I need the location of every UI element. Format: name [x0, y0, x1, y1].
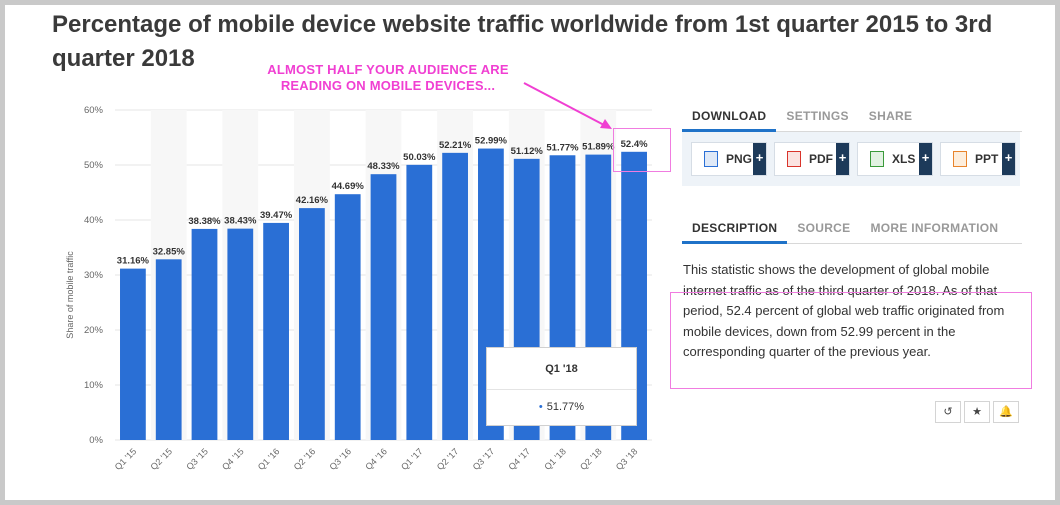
data-label: 52.21% — [439, 140, 472, 151]
history-icon[interactable]: ↺ — [935, 401, 961, 423]
y-tick-label: 40% — [84, 215, 104, 226]
download-pdf-button[interactable]: PDF + — [774, 142, 850, 176]
bar-chart: 31.16%32.85% 38.38% 38.43%39.47%42.16%44.6… — [65, 105, 652, 472]
x-tick-label: Q4 '17 — [506, 446, 532, 472]
annotation-line-1: ALMOST HALF YOUR AUDIENCE ARE — [267, 62, 509, 77]
x-tick-label: Q3 '15 — [184, 446, 210, 472]
plus-icon: + — [919, 143, 932, 175]
bar[interactable] — [191, 228, 218, 440]
y-tick-label: 10% — [84, 380, 104, 391]
x-tick-label: Q3 '16 — [327, 446, 353, 472]
x-tick-label: Q1 '16 — [256, 446, 282, 472]
x-tick-label: Q2 '17 — [435, 446, 461, 472]
bar[interactable] — [263, 222, 289, 440]
png-label: PNG — [726, 152, 753, 166]
tab-description[interactable]: DESCRIPTION — [682, 221, 788, 244]
spreadsheet-file-icon — [870, 151, 884, 167]
annotation-arrow — [523, 82, 612, 129]
download-xls-button[interactable]: XLS + — [857, 142, 933, 176]
y-tick-label: 0% — [89, 435, 103, 446]
tab-settings[interactable]: SETTINGS — [786, 109, 849, 123]
tab-share[interactable]: SHARE — [868, 109, 913, 123]
x-tick-label: Q3 '17 — [471, 446, 497, 472]
download-tab-bar: DOWNLOAD SETTINGS SHARE — [682, 109, 1022, 132]
download-ppt-button[interactable]: PPT + — [940, 142, 1016, 176]
presentation-file-icon — [953, 151, 967, 167]
pdf-file-icon — [787, 151, 801, 167]
x-tick-label: Q4 '16 — [363, 446, 389, 472]
x-tick-label: Q2 '16 — [292, 446, 318, 472]
y-tick-label: 50% — [84, 160, 104, 171]
tab-source[interactable]: SOURCE — [797, 221, 851, 235]
xls-label: XLS — [892, 152, 916, 166]
data-label: 50.03% — [403, 152, 436, 163]
info-tab-bar: DESCRIPTION SOURCE MORE INFORMATION — [682, 221, 1022, 244]
y-tick-label: 60% — [84, 105, 104, 116]
data-label: 39.47% — [260, 210, 293, 221]
pdf-label: PDF — [809, 152, 833, 166]
download-png-button[interactable]: PNG + — [691, 142, 767, 176]
x-tick-label: Q2 '18 — [578, 446, 604, 472]
data-label: 48.33% — [367, 161, 400, 172]
x-tick-label: Q4 '15 — [220, 446, 246, 472]
bar[interactable] — [334, 194, 361, 440]
tooltip-title: Q1 '18 — [487, 348, 636, 390]
x-tick-label: Q1 '18 — [542, 446, 568, 472]
x-tick-label: Q3 '18 — [614, 446, 640, 472]
data-label: 52.4% — [621, 139, 648, 150]
data-label: 31.16% — [117, 256, 150, 267]
data-label: 42.16% — [296, 195, 329, 206]
highlight-description — [670, 292, 1032, 389]
bar[interactable] — [370, 174, 397, 440]
data-label: 32.85% — [153, 246, 186, 257]
bar[interactable] — [120, 268, 146, 440]
bar[interactable] — [406, 164, 433, 440]
y-tick-label: 30% — [84, 270, 104, 281]
y-tick-label: 20% — [84, 325, 104, 336]
tooltip-value: 51.77% — [546, 401, 585, 413]
image-file-icon — [704, 151, 718, 167]
plus-icon: + — [753, 143, 766, 175]
x-tick-label: Q2 '15 — [148, 446, 174, 472]
plus-icon: + — [1002, 143, 1015, 175]
x-tick-label: Q1 '15 — [113, 446, 139, 472]
download-panel: PNG + PDF + XLS + PPT + — [682, 132, 1020, 186]
bell-icon[interactable]: 🔔 — [993, 401, 1019, 423]
data-label: 51.89% — [582, 142, 615, 153]
data-label: 38.43% — [224, 216, 257, 227]
star-icon[interactable]: ★ — [964, 401, 990, 423]
y-axis-label: Share of mobile traffic — [65, 251, 75, 339]
ppt-label: PPT — [975, 152, 999, 166]
annotation-callout: ALMOST HALF YOUR AUDIENCE ARE READING ON… — [248, 62, 528, 94]
data-label: 44.69% — [332, 181, 365, 192]
x-tick-label: Q1 '17 — [399, 446, 425, 472]
plus-icon: + — [836, 143, 849, 175]
highlight-latest-bar — [613, 128, 671, 172]
bar[interactable] — [442, 152, 468, 440]
bar[interactable] — [299, 208, 325, 440]
chart-tooltip: Q1 '18 • 51.77% — [486, 347, 637, 426]
data-label: 38.38% — [188, 216, 221, 227]
bar[interactable] — [227, 228, 254, 440]
bar[interactable] — [155, 259, 182, 440]
annotation-line-2: READING ON MOBILE DEVICES... — [280, 78, 496, 93]
series-dot-icon: • — [538, 401, 543, 413]
tab-more-information[interactable]: MORE INFORMATION — [870, 221, 999, 235]
data-label: 51.12% — [511, 146, 544, 157]
tooltip-row: • 51.77% — [487, 390, 636, 424]
page-title: Percentage of mobile device website traf… — [52, 11, 993, 72]
data-label: 52.99% — [475, 136, 508, 147]
data-label: 51.77% — [546, 142, 579, 153]
tab-download[interactable]: DOWNLOAD — [682, 109, 777, 132]
statistic-description: This statistic shows the development of … — [683, 262, 1005, 359]
